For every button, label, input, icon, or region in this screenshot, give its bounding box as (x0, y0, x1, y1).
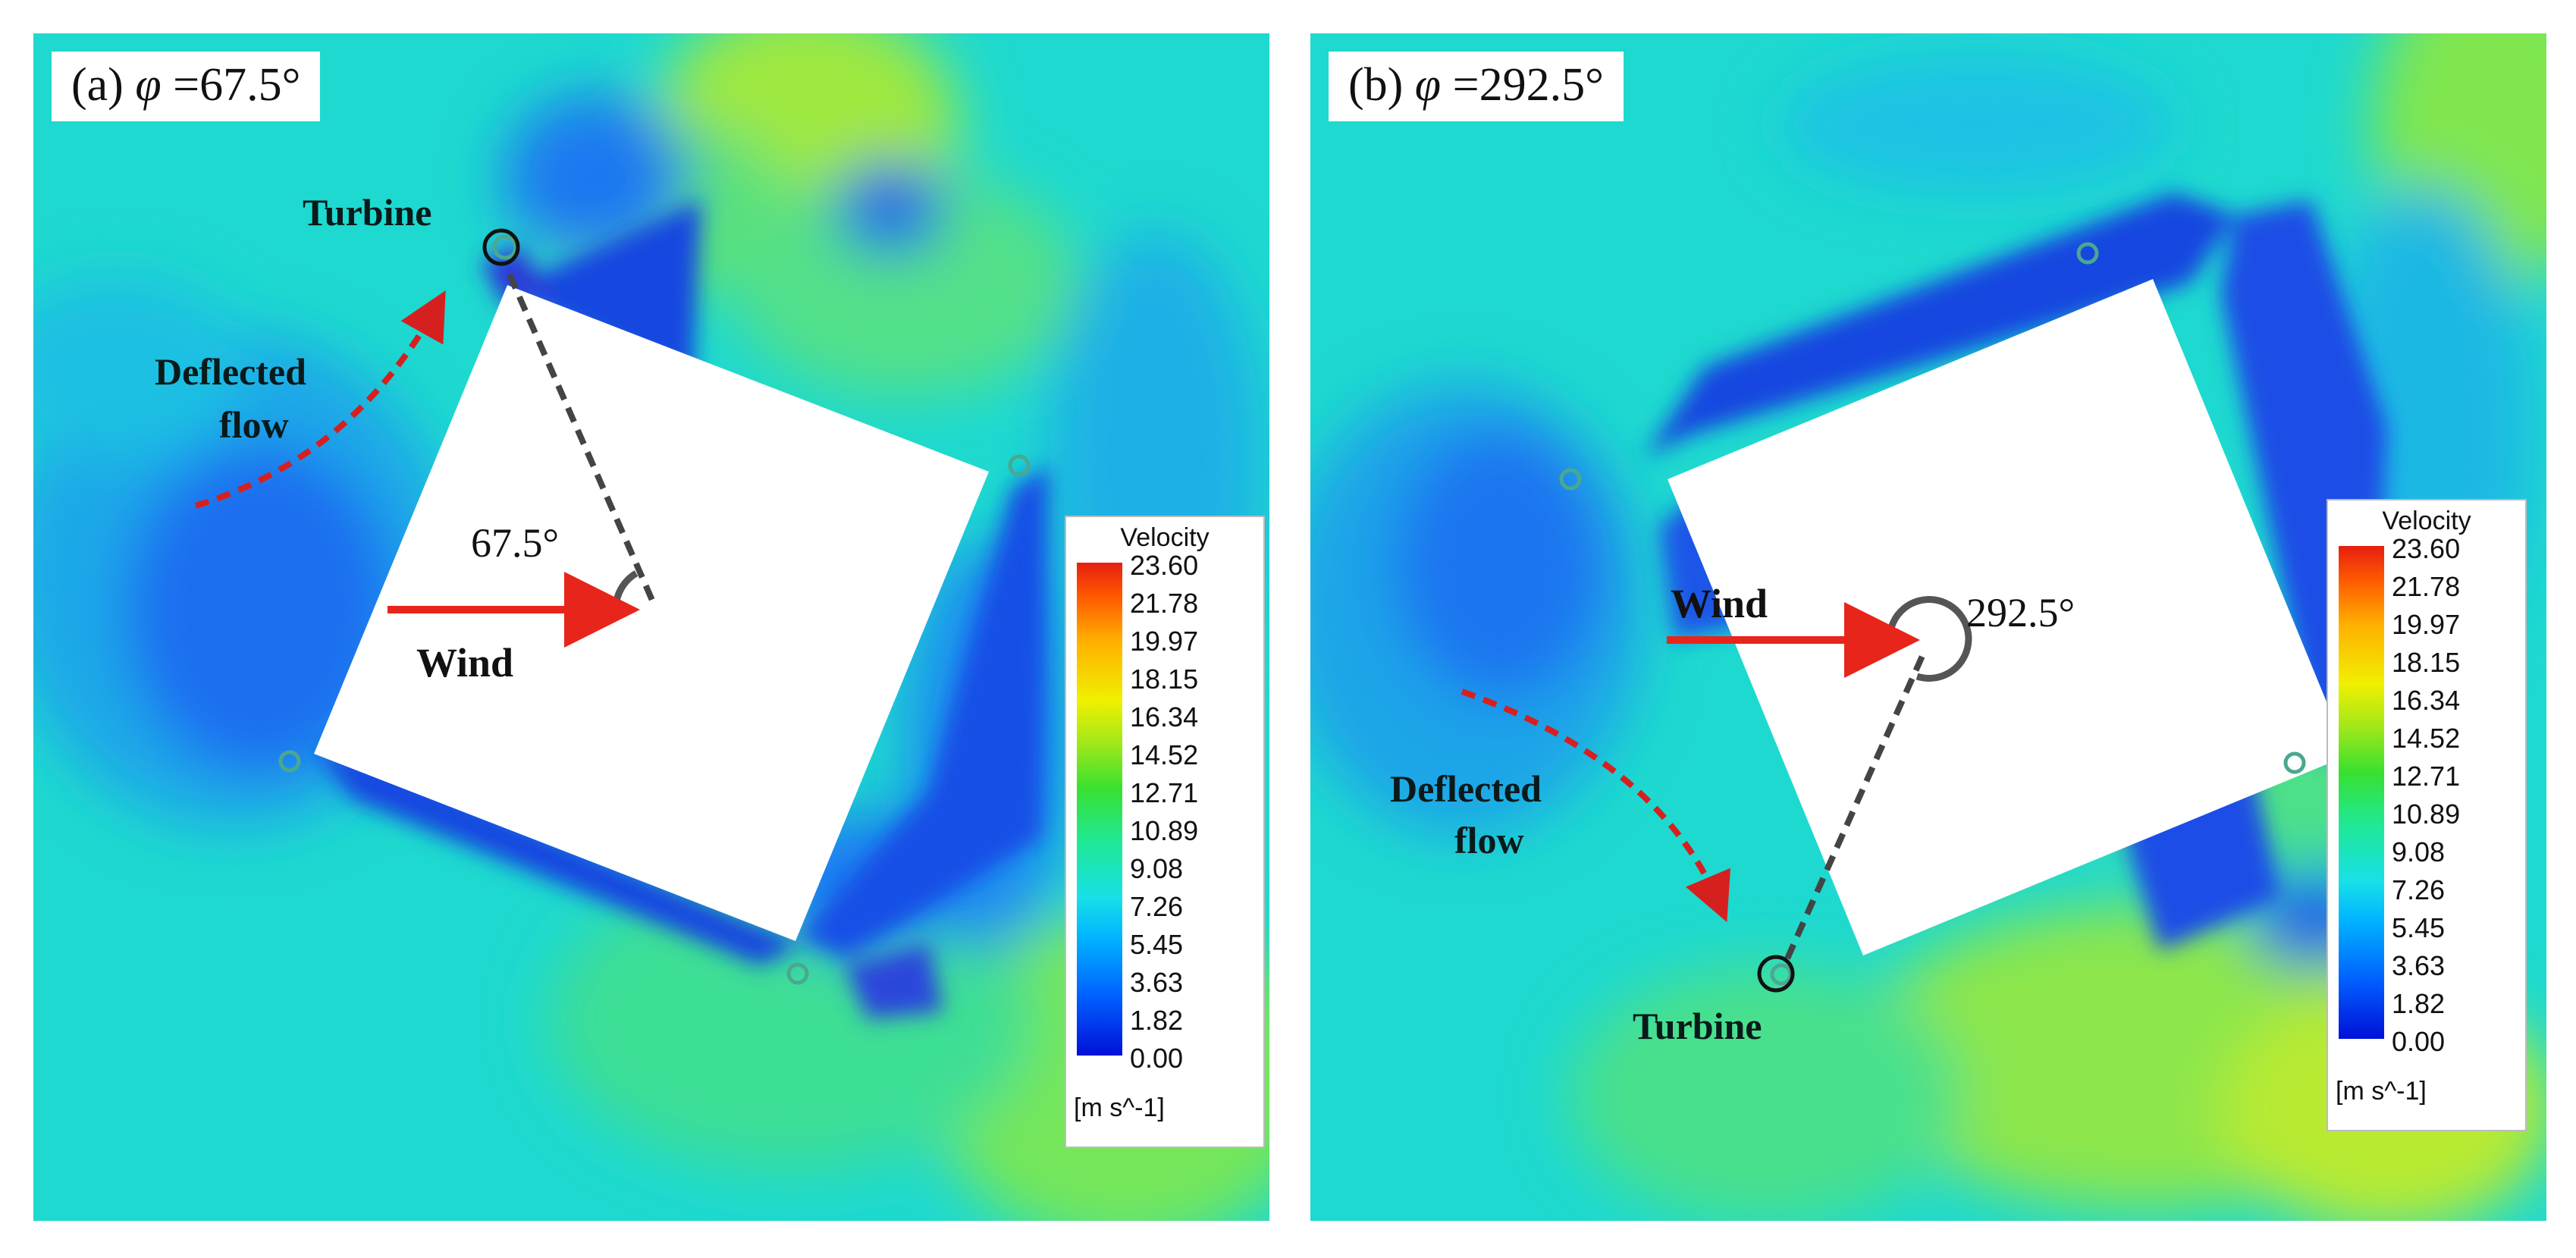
legend-tick-a: 7.26 (1130, 891, 1184, 922)
legend-tick-a: 10.89 (1130, 815, 1199, 846)
boundary-wakes-a (314, 200, 1050, 1019)
legend-tick-b: 1.82 (2392, 988, 2446, 1019)
legend-tick-a: 14.52 (1130, 739, 1199, 770)
deflected-flow-arrow-a (194, 290, 446, 509)
legend-colorbar-a (1077, 563, 1122, 1056)
deflected-label-line1-b: Deflected (1390, 767, 1542, 810)
panel-a: Turbine Deflected flow 67.5° Wind (a) φ … (33, 33, 1269, 1221)
legend-tick-a: 9.08 (1130, 853, 1184, 884)
title-phi-a: φ (135, 59, 162, 111)
deflected-label-line2-a: flow (219, 403, 289, 446)
legend-colorbar-b (2339, 546, 2384, 1039)
turbine-label-a: Turbine (303, 191, 431, 234)
legend-tick-b: 21.78 (2392, 571, 2461, 602)
legend-tick-a: 21.78 (1130, 588, 1199, 619)
angle-label-a: 67.5° (471, 520, 559, 566)
legend-unit-a: [m s^-1] (1074, 1093, 1165, 1122)
legend-tick-a: 0.00 (1130, 1043, 1184, 1074)
legend-tick-b: 9.08 (2392, 836, 2446, 867)
turbine-highlight-ring-b (1757, 955, 1795, 993)
panel-title-a: (a) φ =67.5° (52, 52, 321, 122)
legend-unit-b: [m s^-1] (2336, 1077, 2427, 1106)
turbines-b (1559, 242, 2306, 986)
legend-tick-b: 16.34 (2392, 685, 2461, 716)
angle-dashed-line-b (1784, 648, 1928, 960)
legend-title-b: Velocity (2382, 507, 2471, 535)
legend-tick-a: 19.97 (1130, 626, 1199, 657)
building-a (314, 285, 989, 941)
legend-tick-b: 18.15 (2392, 647, 2461, 678)
turbines-a (278, 234, 1031, 985)
title-prefix-a: (a) (71, 59, 136, 111)
title-prefix-b: (b) (1348, 59, 1415, 111)
legend-tick-a: 1.82 (1130, 1005, 1184, 1036)
legend-tick-a: 12.71 (1130, 777, 1199, 808)
velocity-legend-b: Velocity 23.60 21.78 19.97 18.15 16.34 1… (2327, 499, 2527, 1131)
wind-label-a: Wind (416, 640, 513, 685)
building-b (1668, 279, 2349, 955)
turbine-highlight-ring-a (482, 228, 520, 266)
title-value-a: =67.5° (161, 59, 301, 111)
legend-tick-b: 19.97 (2392, 609, 2461, 640)
legend-tick-a: 18.15 (1130, 664, 1199, 695)
legend-tick-b: 5.45 (2392, 912, 2446, 943)
legend-tick-a: 23.60 (1130, 550, 1199, 581)
deflected-label-line1-a: Deflected (155, 350, 306, 393)
legend-tick-b: 0.00 (2392, 1026, 2446, 1057)
title-value-b: =292.5° (1441, 59, 1604, 111)
legend-tick-a: 3.63 (1130, 967, 1184, 998)
legend-tick-b: 23.60 (2392, 533, 2461, 564)
legend-tick-a: 5.45 (1130, 929, 1184, 960)
wind-label-b: Wind (1671, 581, 1768, 626)
legend-tick-a: 16.34 (1130, 701, 1199, 733)
title-phi-b: φ (1414, 59, 1442, 111)
deflected-label-line2-b: flow (1454, 819, 1524, 861)
angle-label-b: 292.5° (1966, 590, 2075, 635)
velocity-field-a: Turbine Deflected flow 67.5° Wind (33, 33, 1269, 1221)
velocity-legend-a: Velocity 23.60 21.78 19.97 18.15 16.34 1… (1065, 516, 1265, 1148)
legend-tick-b: 12.71 (2392, 761, 2461, 792)
panel-title-b: (b) φ =292.5° (1329, 52, 1624, 122)
deflected-flow-arrow-b (1461, 689, 1730, 923)
turbine-label-b: Turbine (1633, 1005, 1762, 1047)
legend-tick-b: 3.63 (2392, 950, 2446, 981)
angle-dashed-line-a (507, 273, 657, 605)
legend-tick-b: 14.52 (2392, 723, 2461, 754)
legend-tick-b: 7.26 (2392, 874, 2446, 905)
legend-tick-b: 10.89 (2392, 798, 2461, 830)
legend-title-a: Velocity (1120, 523, 1210, 552)
panel-b: Turbine Deflected flow 292.5° Wind (b) φ… (1310, 33, 2546, 1221)
